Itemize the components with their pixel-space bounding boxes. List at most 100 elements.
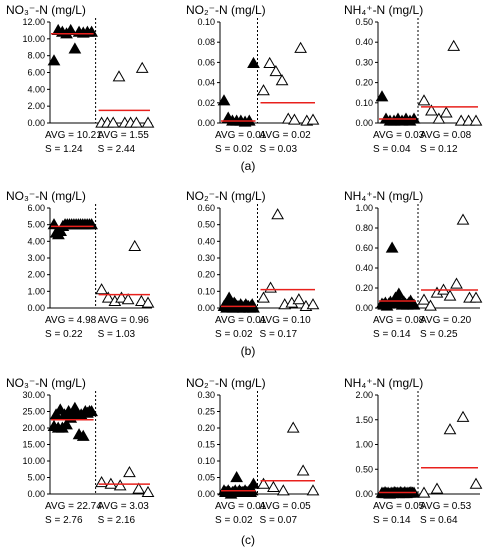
y-tick-label: 10.00 — [22, 456, 45, 466]
std-label: S = 2.76 — [45, 515, 83, 526]
chart-title: NH₄⁺-N (mg/L) — [344, 189, 423, 203]
avg-label: AVG = 0.01 — [215, 130, 267, 141]
y-tick-label: 12.00 — [22, 17, 45, 27]
y-tick-label: 6.00 — [27, 203, 45, 213]
y-tick-label: 0.20 — [355, 283, 373, 293]
y-tick-label: 0.00 — [197, 303, 215, 313]
y-tick-label: 0.00 — [197, 118, 215, 128]
avg-label: AVG = 1.55 — [98, 130, 150, 141]
y-tick-label: 0.02 — [197, 98, 215, 108]
y-tick-label: 3.00 — [27, 253, 45, 263]
y-tick-label: 0.00 — [27, 303, 45, 313]
data-point-open — [288, 113, 301, 125]
avg-label: AVG = 0.96 — [98, 315, 150, 326]
y-tick-label: 0.00 — [27, 118, 45, 128]
avg-label: AVG = 22.74 — [45, 501, 102, 512]
data-point-filled — [230, 470, 244, 483]
y-tick-label: 0.60 — [355, 243, 373, 253]
data-point-open — [469, 477, 483, 489]
avg-label: AVG = 0.02 — [260, 130, 312, 141]
data-point-open — [135, 61, 149, 73]
data-point-open — [130, 116, 143, 128]
data-point-filled — [385, 241, 399, 253]
y-tick-label: 0.40 — [355, 263, 373, 273]
y-tick-label: 0.00 — [355, 489, 373, 499]
y-tick-label: 0.25 — [197, 407, 215, 417]
y-tick-label: 15.00 — [22, 440, 45, 450]
y-tick-label: 0.00 — [355, 118, 373, 128]
data-point-filled — [247, 56, 260, 69]
y-tick-label: 0.40 — [355, 37, 373, 47]
std-label: S = 0.25 — [420, 329, 458, 340]
std-label: S = 0.02 — [215, 515, 253, 526]
data-point-open — [257, 477, 270, 489]
data-point-filled — [217, 94, 231, 106]
std-label: S = 0.17 — [260, 329, 298, 340]
data-point-open — [135, 294, 148, 306]
data-point-open — [439, 106, 453, 118]
y-tick-label: 0.30 — [197, 253, 215, 263]
avg-label: AVG = 0.05 — [260, 501, 312, 512]
avg-label: AVG = 0.05 — [373, 501, 425, 512]
std-label: S = 0.22 — [45, 329, 83, 340]
y-tick-label: 0.30 — [355, 57, 373, 67]
y-tick-label: 0.00 — [197, 489, 215, 499]
data-point-open — [417, 486, 431, 498]
avg-label: AVG = 0.01 — [215, 315, 267, 326]
std-label: S = 0.14 — [373, 515, 411, 526]
avg-label: AVG = 0.08 — [420, 130, 472, 141]
y-tick-label: 0.50 — [355, 17, 373, 27]
data-point-open — [101, 291, 115, 303]
std-label: S = 0.02 — [215, 329, 253, 340]
std-label: S = 0.02 — [215, 144, 253, 155]
std-label: S = 0.64 — [420, 515, 458, 526]
avg-label: AVG = 0.20 — [420, 315, 472, 326]
data-point-filled — [60, 418, 73, 430]
std-label: S = 2.44 — [98, 144, 136, 155]
data-point-open — [271, 208, 285, 220]
data-point-open — [128, 239, 142, 251]
data-point-filled — [85, 404, 98, 417]
data-point-filled — [76, 429, 90, 441]
y-tick-label: 0.50 — [197, 220, 215, 230]
avg-label: AVG = 0.08 — [373, 315, 425, 326]
data-point-open — [95, 283, 108, 295]
std-label: S = 0.03 — [260, 144, 298, 155]
chart-title: NO₂⁻-N (mg/L) — [186, 3, 266, 17]
std-label: S = 2.16 — [98, 515, 136, 526]
data-point-filled — [247, 301, 260, 313]
y-tick-label: 5.00 — [27, 220, 45, 230]
y-tick-label: 1.50 — [355, 415, 373, 425]
data-point-open — [306, 113, 320, 125]
data-point-filled — [407, 298, 421, 310]
chart-title: NO₂⁻-N (mg/L) — [186, 189, 266, 203]
avg-label: AVG = 0.10 — [260, 315, 312, 326]
y-tick-label: 0.30 — [197, 390, 215, 400]
y-tick-label: 0.60 — [197, 203, 215, 213]
y-tick-label: 20.00 — [22, 423, 45, 433]
avg-label: AVG = 4.98 — [45, 315, 97, 326]
data-point-open — [456, 410, 470, 422]
chart-title: NO₃⁻-N (mg/L) — [6, 3, 86, 17]
data-point-open — [306, 484, 320, 496]
y-tick-label: 0.10 — [197, 17, 215, 27]
data-point-open — [106, 116, 120, 128]
y-tick-label: 2.00 — [27, 270, 45, 280]
y-tick-label: 0.00 — [355, 303, 373, 313]
y-tick-label: 1.00 — [355, 440, 373, 450]
data-point-open — [286, 421, 300, 433]
data-point-filled — [375, 90, 389, 102]
y-tick-label: 2.00 — [355, 390, 373, 400]
y-tick-label: 6.00 — [27, 68, 45, 78]
data-point-filled — [68, 401, 82, 413]
data-point-open — [121, 293, 135, 305]
y-tick-label: 1.00 — [355, 203, 373, 213]
data-point-open — [432, 112, 446, 124]
data-point-open — [447, 39, 461, 51]
panel-caption: (b) — [241, 344, 256, 358]
data-point-filled — [64, 23, 78, 36]
data-point-open — [141, 485, 155, 497]
chart-title: NH₄⁺-N (mg/L) — [344, 376, 423, 390]
data-point-filled — [68, 42, 82, 54]
